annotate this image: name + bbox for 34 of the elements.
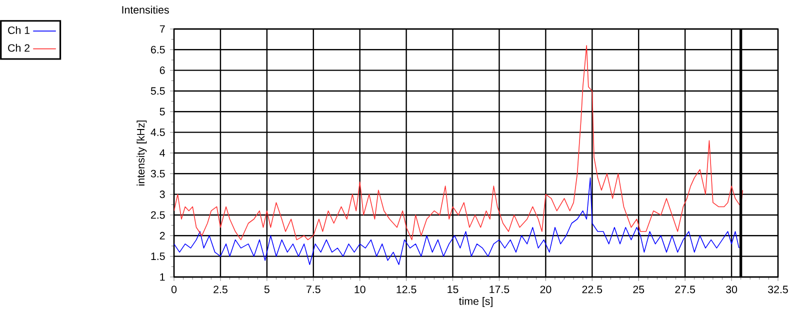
y-tick-label: 1.5 bbox=[151, 252, 165, 260]
x-tick-label: 0 bbox=[171, 286, 177, 294]
x-tick-label: 32.5 bbox=[768, 286, 788, 294]
y-tick-label: 3.5 bbox=[150, 170, 165, 178]
y-axis-title: intensity [kHz] bbox=[136, 120, 147, 186]
x-tick-label: 5 bbox=[264, 286, 270, 294]
legend-label: Ch 2 bbox=[8, 44, 30, 52]
x-tick-label: 27.5 bbox=[675, 286, 695, 294]
chart-title: Intensities bbox=[122, 6, 169, 14]
x-tick-label: 30 bbox=[726, 286, 738, 294]
y-tick-label: 7 bbox=[160, 25, 165, 33]
x-tick-label: 10 bbox=[354, 286, 366, 294]
line-series bbox=[174, 45, 744, 240]
line-series bbox=[174, 177, 740, 265]
y-tick-label: 3 bbox=[160, 190, 165, 198]
x-tick-label: 20 bbox=[540, 286, 552, 294]
x-tick-label: 15 bbox=[448, 286, 458, 294]
y-tick-label: 5 bbox=[160, 108, 165, 116]
x-tick-label: 25 bbox=[633, 286, 644, 294]
y-tick-label: 6 bbox=[160, 66, 165, 74]
y-tick-label: 5.5 bbox=[150, 87, 165, 95]
y-tick-label: 2 bbox=[160, 232, 165, 240]
x-tick-label: 17.5 bbox=[490, 286, 510, 294]
y-tick-label: 1 bbox=[160, 273, 165, 281]
y-tick-label: 2.5 bbox=[151, 211, 165, 219]
x-tick-label: 22.5 bbox=[582, 286, 602, 294]
y-tick-label: 4.5 bbox=[150, 128, 165, 136]
x-tick-label: 2.5 bbox=[214, 286, 228, 294]
y-tick-label: 4 bbox=[160, 149, 165, 157]
y-tick-label: 6.5 bbox=[151, 46, 165, 54]
legend-label: Ch 1 bbox=[8, 26, 30, 34]
x-axis-title: time [s] bbox=[458, 297, 492, 308]
x-tick-label: 12.5 bbox=[396, 286, 416, 294]
x-tick-label: 7.5 bbox=[306, 286, 320, 294]
